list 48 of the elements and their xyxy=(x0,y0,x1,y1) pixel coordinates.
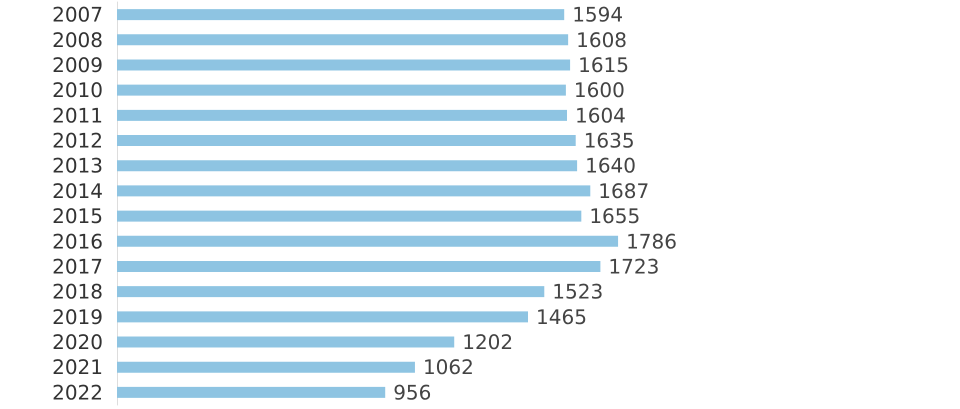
y-tick-label: 2009 xyxy=(52,52,103,77)
data-label: 1594 xyxy=(572,2,624,27)
bar xyxy=(117,286,544,298)
data-label: 1608 xyxy=(576,28,628,52)
bar xyxy=(117,311,528,322)
bar xyxy=(117,59,570,70)
bar xyxy=(117,236,618,247)
bar xyxy=(117,336,454,348)
data-label: 1687 xyxy=(598,178,650,203)
data-label: 1604 xyxy=(575,103,626,128)
bar xyxy=(117,160,578,172)
y-tick-label: 2011 xyxy=(52,103,103,128)
bar xyxy=(117,362,415,373)
data-label: 1615 xyxy=(578,52,630,77)
data-label: 1465 xyxy=(536,304,587,329)
data-label: 1202 xyxy=(462,330,514,354)
data-label: 1723 xyxy=(608,254,660,278)
data-label: 1786 xyxy=(626,229,677,254)
y-tick-label: 2012 xyxy=(52,128,103,153)
y-tick-label: 2018 xyxy=(52,280,103,304)
y-tick-label: 2017 xyxy=(52,254,103,278)
y-tick-label: 2014 xyxy=(52,178,103,203)
data-label: 1640 xyxy=(585,154,636,178)
data-label: 956 xyxy=(393,380,432,404)
y-tick-label: 2007 xyxy=(52,2,103,27)
y-tick-label: 2010 xyxy=(52,78,103,102)
data-label: 1635 xyxy=(584,128,635,153)
y-tick-label: 2016 xyxy=(52,229,103,254)
bar xyxy=(117,185,590,196)
y-tick-label: 2022 xyxy=(52,380,103,404)
data-label: 1655 xyxy=(589,204,640,228)
y-tick-label: 2020 xyxy=(52,330,103,354)
data-label: 1523 xyxy=(552,280,604,304)
data-label: 1600 xyxy=(574,78,625,102)
bar xyxy=(117,34,568,46)
y-tick-label: 2008 xyxy=(52,28,103,52)
y-tick-label: 2013 xyxy=(52,154,103,178)
bar xyxy=(117,84,566,96)
y-tick-label: 2015 xyxy=(52,204,103,228)
bar xyxy=(117,260,600,272)
bar xyxy=(117,135,576,146)
bar xyxy=(117,9,564,20)
data-label: 1062 xyxy=(422,355,474,380)
bar xyxy=(117,210,582,222)
y-tick-label: 2021 xyxy=(52,355,103,380)
y-tick-label: 2019 xyxy=(52,304,103,329)
bar xyxy=(117,386,386,398)
bar xyxy=(117,110,568,121)
